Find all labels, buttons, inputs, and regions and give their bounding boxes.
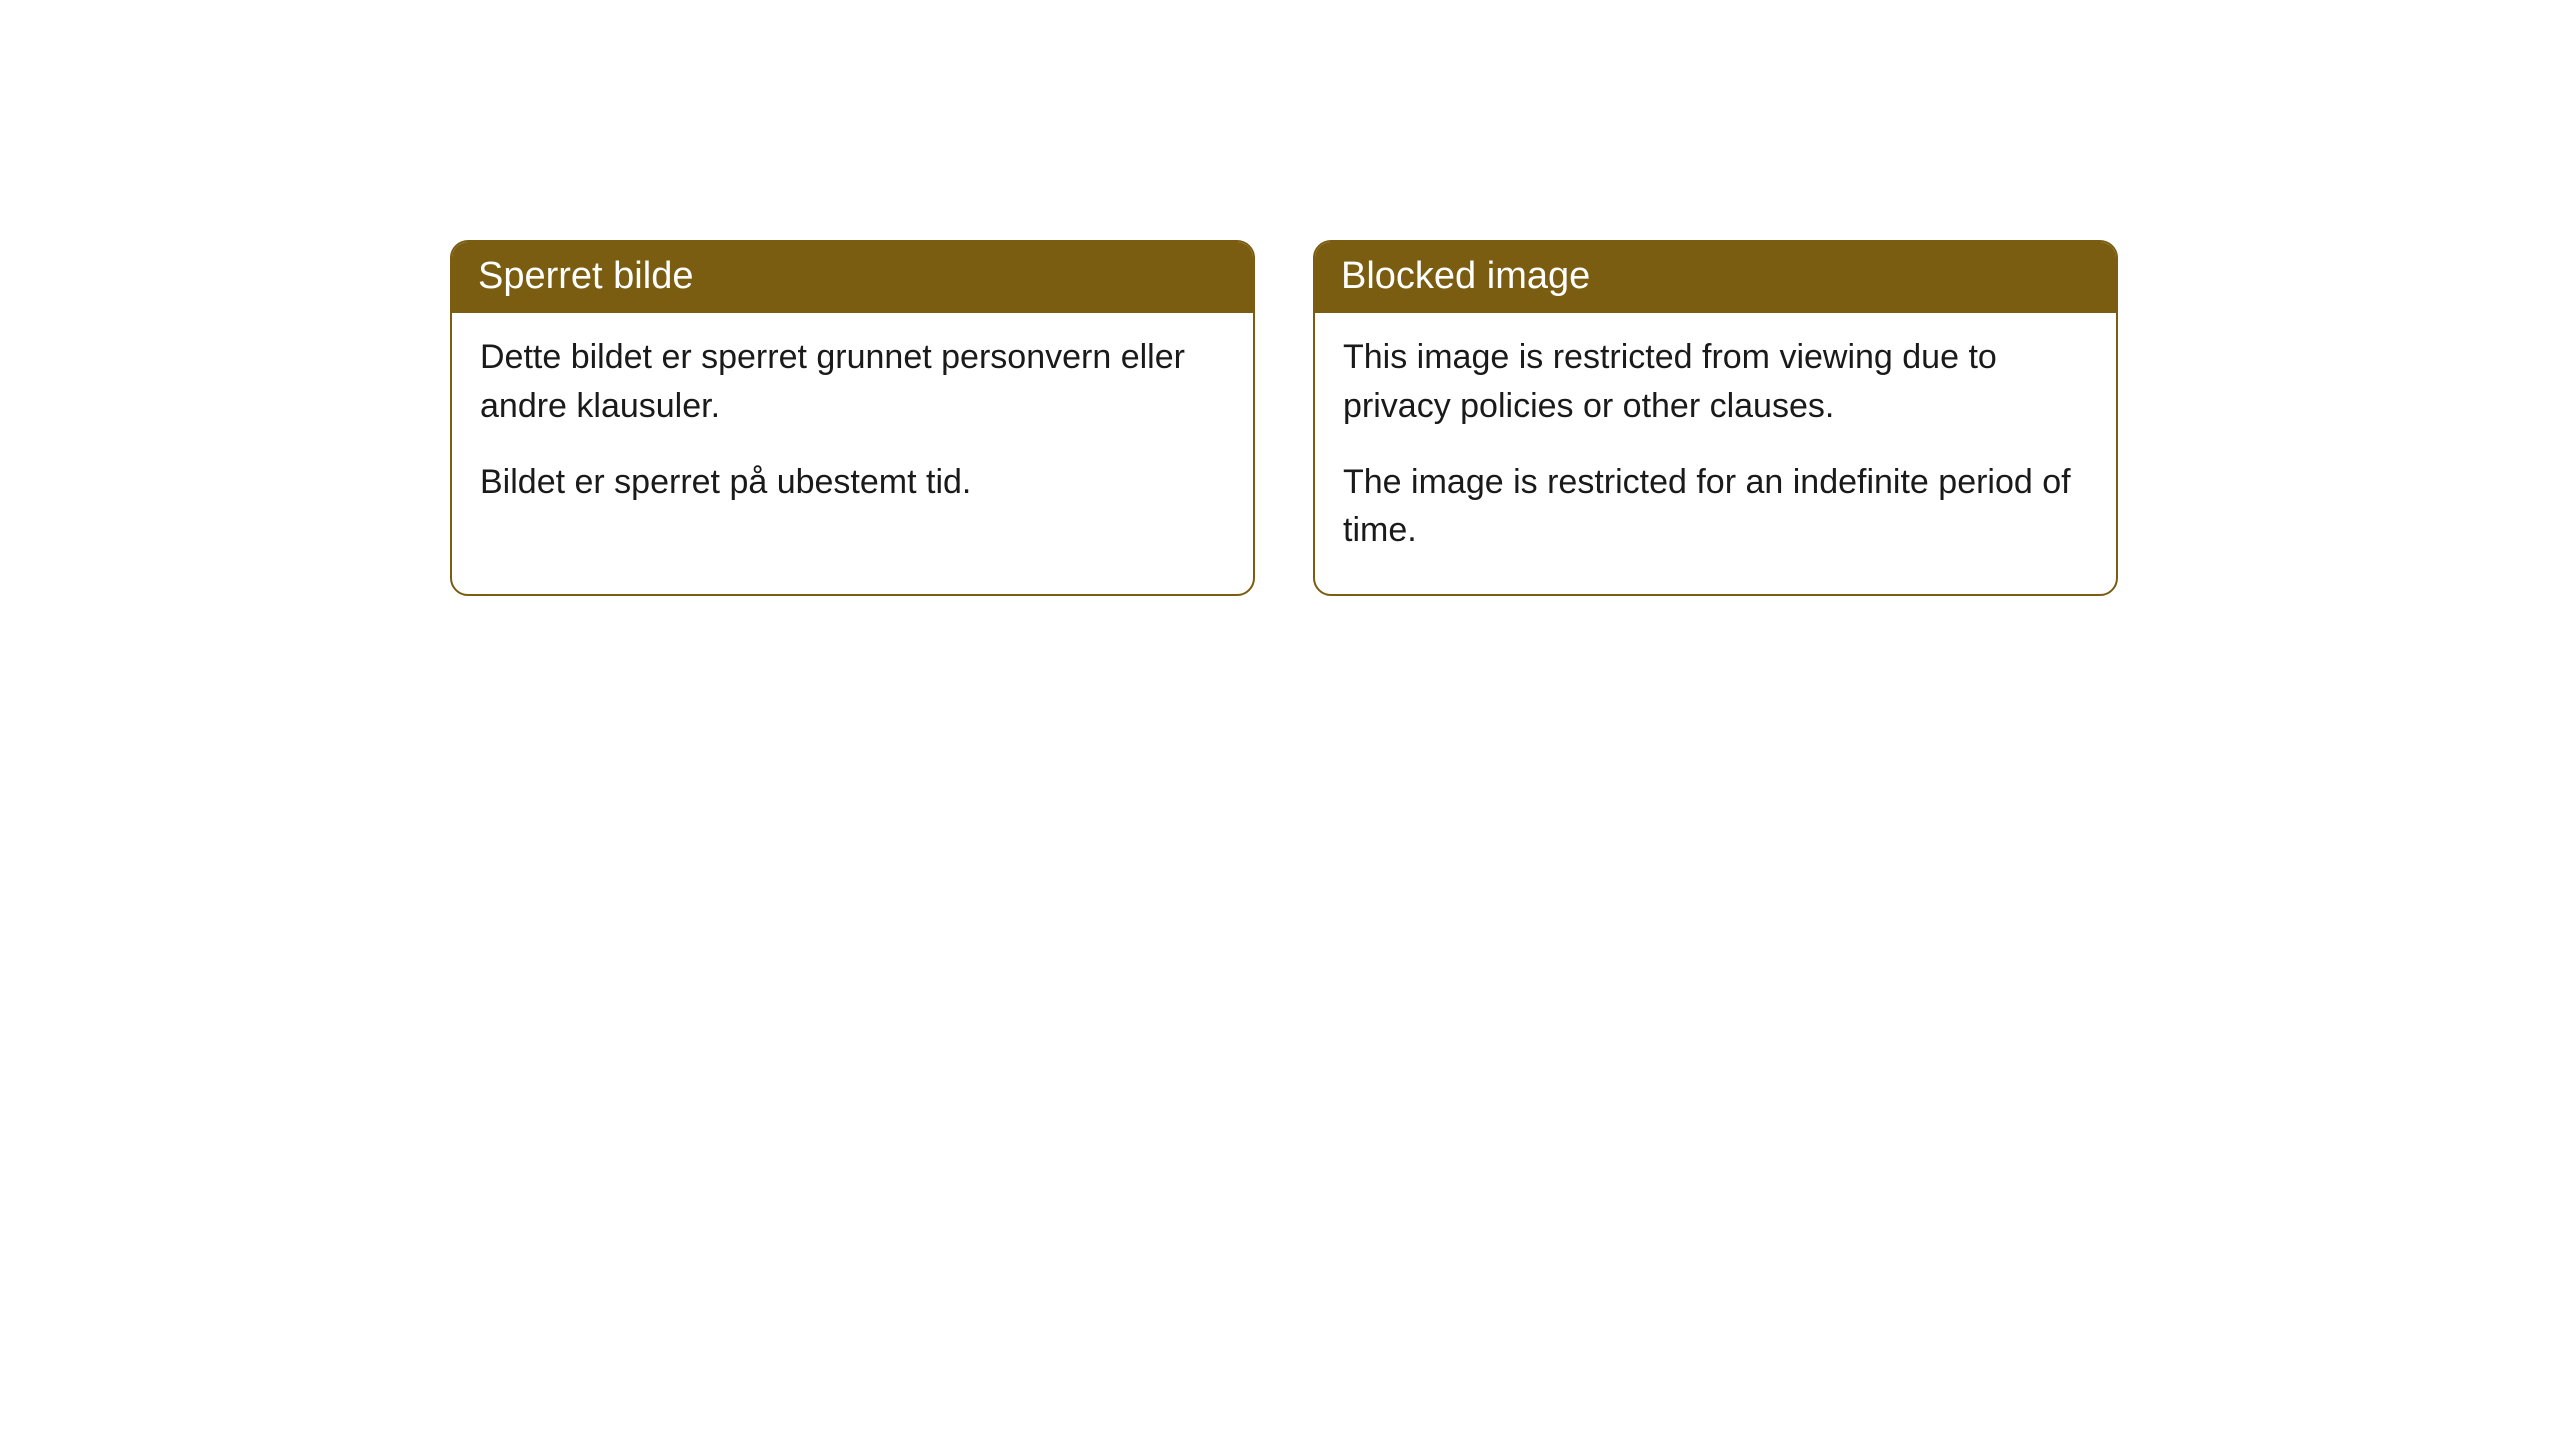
card-body: Dette bildet er sperret grunnet personve… xyxy=(452,313,1253,546)
card-paragraph: Bildet er sperret på ubestemt tid. xyxy=(480,458,1225,506)
card-title: Blocked image xyxy=(1341,255,1590,297)
notice-cards-container: Sperret bilde Dette bildet er sperret gr… xyxy=(450,240,2118,596)
card-body: This image is restricted from viewing du… xyxy=(1315,313,2116,594)
notice-card-norwegian: Sperret bilde Dette bildet er sperret gr… xyxy=(450,240,1255,596)
card-header: Sperret bilde xyxy=(452,242,1253,313)
card-paragraph: The image is restricted for an indefinit… xyxy=(1343,458,2088,555)
card-header: Blocked image xyxy=(1315,242,2116,313)
notice-card-english: Blocked image This image is restricted f… xyxy=(1313,240,2118,596)
card-paragraph: Dette bildet er sperret grunnet personve… xyxy=(480,333,1225,430)
card-title: Sperret bilde xyxy=(478,255,693,297)
card-paragraph: This image is restricted from viewing du… xyxy=(1343,333,2088,430)
